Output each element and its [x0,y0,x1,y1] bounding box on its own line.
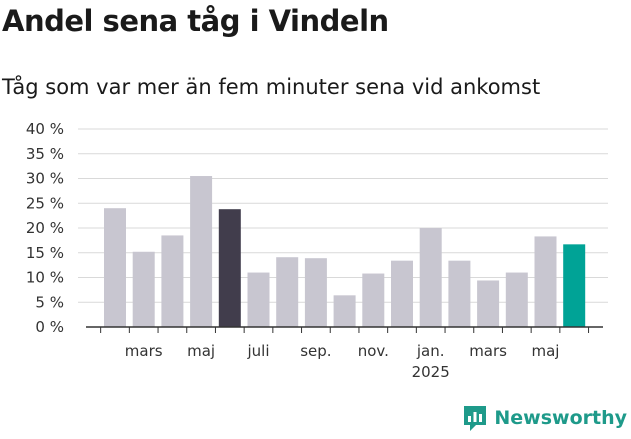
y-tick-label: 25 % [26,194,64,212]
y-tick-label: 10 % [26,269,64,287]
bar [247,272,270,327]
y-tick-label: 0 % [35,318,64,336]
bar [104,208,126,327]
chart-subtitle: Tåg som var mer än fem minuter sena vid … [2,75,541,99]
brand-name: Newsworthy [494,407,627,429]
y-tick-label: 15 % [26,244,64,262]
y-tick-label: 35 % [26,145,64,163]
bar [391,260,413,327]
y-tick-label: 30 % [26,170,64,188]
bar [563,244,586,327]
brand-logo: Newsworthy [462,403,627,433]
chart-title: Andel sena tåg i Vindeln [2,4,389,38]
bar [304,258,327,327]
x-tick-label: sep. [300,342,331,360]
x-tick-label: maj [532,342,560,360]
bar [505,272,528,327]
y-tick-label: 5 % [35,293,64,311]
bar [132,251,155,327]
bar [534,236,557,327]
bar [190,176,213,327]
y-tick-label: 20 % [26,219,64,237]
bar [477,280,500,327]
x-tick-label: jan. [416,342,445,360]
bar [276,257,299,327]
x-tick-label: mars [125,342,163,360]
bar [218,209,241,327]
x-tick-label: juli [246,342,269,360]
bar [161,235,184,327]
bar [448,260,471,327]
x-tick-label: mars [469,342,507,360]
x-tick-sublabel: 2025 [412,363,450,381]
bar [362,273,385,327]
y-tick-label: 40 % [26,120,64,138]
x-tick-label: maj [187,342,215,360]
newsworthy-logo-icon [464,406,487,431]
x-tick-label: nov. [358,342,389,360]
bar [419,228,442,327]
bar [333,295,356,327]
